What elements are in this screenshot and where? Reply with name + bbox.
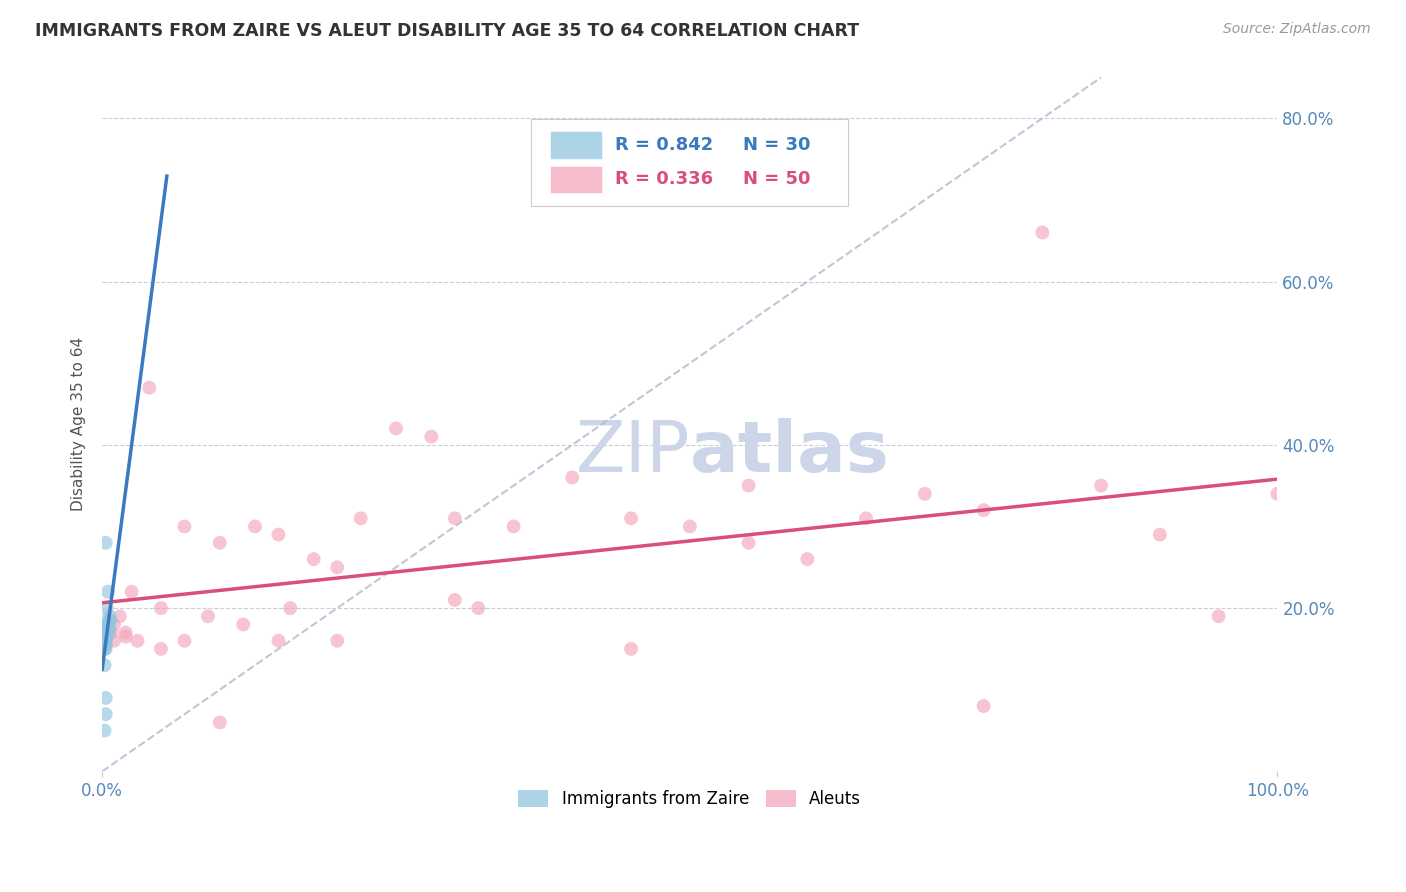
Point: [114, 625, 136, 640]
Text: R = 0.842: R = 0.842: [614, 136, 713, 153]
Point: [114, 630, 136, 644]
Point: [1208, 609, 1230, 624]
Point: [94, 625, 117, 640]
Point: [1149, 527, 1171, 541]
FancyBboxPatch shape: [531, 119, 848, 206]
Point: [973, 503, 995, 517]
Point: [97, 617, 120, 632]
Point: [232, 617, 254, 632]
Point: [197, 609, 219, 624]
Point: [97, 584, 120, 599]
Text: atlas: atlas: [690, 417, 890, 487]
Point: [350, 511, 373, 525]
Point: [93, 622, 115, 636]
Text: N = 30: N = 30: [742, 136, 810, 153]
Point: [93, 633, 115, 648]
Text: ZIP: ZIP: [575, 417, 690, 487]
Point: [100, 613, 122, 627]
Point: [93, 658, 115, 673]
Point: [973, 699, 995, 714]
Point: [94, 625, 117, 640]
Point: [737, 536, 759, 550]
FancyBboxPatch shape: [550, 131, 602, 159]
Point: [208, 536, 231, 550]
Point: [1090, 478, 1112, 492]
Point: [94, 630, 117, 644]
Point: [173, 633, 195, 648]
Point: [98, 609, 121, 624]
Point: [561, 470, 583, 484]
Point: [1267, 487, 1289, 501]
Point: [94, 638, 117, 652]
Point: [173, 519, 195, 533]
FancyBboxPatch shape: [550, 166, 602, 194]
Point: [121, 584, 143, 599]
Point: [267, 527, 290, 541]
Point: [737, 478, 759, 492]
Point: [467, 601, 489, 615]
Point: [138, 381, 160, 395]
Legend: Immigrants from Zaire, Aleuts: Immigrants from Zaire, Aleuts: [512, 783, 868, 815]
Point: [302, 552, 325, 566]
Point: [93, 633, 115, 648]
Point: [100, 625, 122, 640]
Point: [108, 609, 131, 624]
Point: [94, 638, 117, 652]
Point: [94, 625, 117, 640]
Point: [267, 633, 290, 648]
Text: N = 50: N = 50: [742, 170, 810, 188]
Point: [796, 552, 818, 566]
Point: [679, 519, 702, 533]
Point: [94, 617, 117, 632]
Point: [326, 633, 349, 648]
Text: R = 0.336: R = 0.336: [614, 170, 713, 188]
Point: [98, 625, 121, 640]
Point: [93, 723, 115, 738]
Point: [97, 625, 120, 640]
Point: [94, 622, 117, 636]
Point: [243, 519, 266, 533]
Point: [620, 511, 643, 525]
Point: [96, 630, 118, 644]
Point: [94, 633, 117, 648]
Point: [149, 601, 172, 615]
Text: IMMIGRANTS FROM ZAIRE VS ALEUT DISABILITY AGE 35 TO 64 CORRELATION CHART: IMMIGRANTS FROM ZAIRE VS ALEUT DISABILIT…: [35, 22, 859, 40]
Point: [94, 690, 117, 705]
Point: [94, 536, 117, 550]
Point: [914, 487, 936, 501]
Text: Source: ZipAtlas.com: Source: ZipAtlas.com: [1223, 22, 1371, 37]
Point: [94, 641, 117, 656]
Point: [502, 519, 524, 533]
Point: [93, 641, 115, 656]
Point: [1031, 226, 1053, 240]
Point: [93, 633, 115, 648]
Point: [620, 641, 643, 656]
Point: [98, 613, 121, 627]
Point: [96, 601, 118, 615]
Point: [103, 633, 125, 648]
Point: [94, 707, 117, 722]
Point: [326, 560, 349, 574]
Point: [98, 622, 121, 636]
Y-axis label: Disability Age 35 to 64: Disability Age 35 to 64: [72, 337, 86, 511]
Point: [94, 630, 117, 644]
Point: [855, 511, 877, 525]
Point: [385, 421, 408, 435]
Point: [96, 625, 118, 640]
Point: [278, 601, 301, 615]
Point: [127, 633, 149, 648]
Point: [443, 511, 465, 525]
Point: [208, 715, 231, 730]
Point: [96, 622, 118, 636]
Point: [443, 593, 465, 607]
Point: [420, 430, 443, 444]
Point: [103, 617, 125, 632]
Point: [149, 641, 172, 656]
